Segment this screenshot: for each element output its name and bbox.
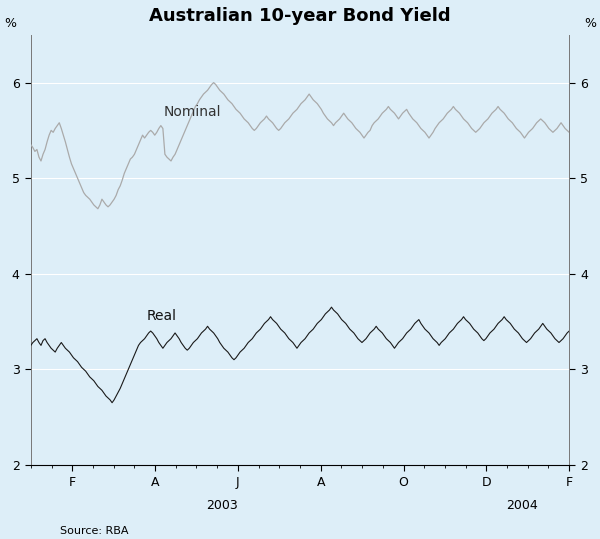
Text: 2003: 2003 — [206, 499, 238, 513]
Text: Real: Real — [147, 309, 177, 323]
Text: Source: RBA: Source: RBA — [60, 526, 128, 536]
Text: %: % — [584, 17, 596, 30]
Text: Nominal: Nominal — [163, 105, 221, 119]
Title: Australian 10-year Bond Yield: Australian 10-year Bond Yield — [149, 7, 451, 25]
Text: 2004: 2004 — [506, 499, 538, 513]
Text: %: % — [4, 17, 16, 30]
